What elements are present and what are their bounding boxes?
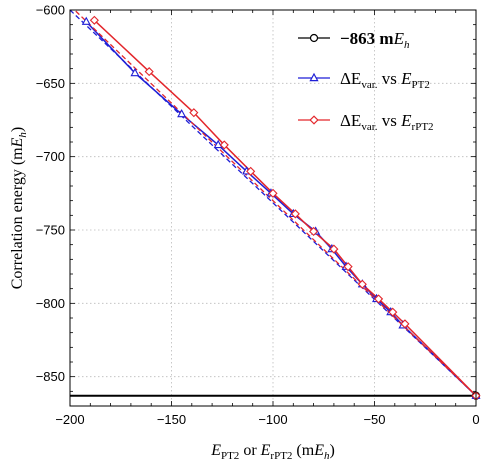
series-1-point-3 <box>219 140 229 150</box>
series-1-point-4 <box>246 166 256 176</box>
legend-marker-pt2 <box>309 72 319 82</box>
y-tick-label-1: −800 <box>36 296 65 311</box>
legend-entry-rpt2: ΔEvar. vs ErPT2 <box>298 111 434 133</box>
series-0-point-1 <box>130 67 140 77</box>
series-1-point-0 <box>89 15 99 25</box>
series-1-point-8 <box>329 244 339 254</box>
ticks: −200 −150 −100 −50 0 −850 −800 −750 −700 −650 −600 <box>36 3 480 428</box>
series-1-point-5 <box>268 188 278 198</box>
series-1-point-6 <box>290 209 300 219</box>
y-tick-label-5: −600 <box>36 3 65 18</box>
series-1-point-7 <box>309 226 319 237</box>
y-tick-label-4: −650 <box>36 76 65 91</box>
legend: −863 mEh ΔEvar. vs EPT2 ΔEvar. vs ErPT2 <box>298 29 434 133</box>
series-0-point-0 <box>81 16 91 25</box>
plot-markers <box>81 15 481 401</box>
legend-entry-reference: −863 mEh <box>298 29 410 51</box>
legend-marker-reference <box>309 33 319 43</box>
series-0-point-2 <box>177 108 187 118</box>
plot-lines <box>70 10 476 397</box>
series-1-line <box>93 19 476 397</box>
x-tick-label-3: −50 <box>363 412 385 427</box>
legend-label-rpt2: ΔEvar. vs ErPT2 <box>340 111 434 133</box>
series-1-fit-line <box>73 10 476 397</box>
series-1-point-10 <box>357 279 367 289</box>
legend-entry-pt2: ΔEvar. vs EPT2 <box>298 69 430 91</box>
y-tick-label-0: −850 <box>36 369 65 384</box>
series-1-point-12 <box>388 307 398 317</box>
y-tick-label-2: −750 <box>36 223 65 238</box>
legend-label-reference: −863 mEh <box>340 29 410 51</box>
series-1-point-11 <box>373 294 384 304</box>
y-axis-title: Correlation energy (mEh) <box>9 127 29 290</box>
legend-label-pt2: ΔEvar. vs EPT2 <box>340 69 430 91</box>
series-1-point-2 <box>189 108 199 118</box>
series-0-point-3 <box>213 139 223 149</box>
x-tick-label-2: −100 <box>258 412 287 427</box>
x-tick-label-0: −200 <box>55 412 84 427</box>
legend-marker-rpt2 <box>309 115 319 125</box>
y-tick-label-3: −700 <box>36 149 65 164</box>
series-1-point-9 <box>343 262 353 272</box>
x-axis-title: EPT2 or ErPT2 (mEh) <box>210 442 335 462</box>
series-1-point-13 <box>400 319 410 329</box>
x-tick-label-4: 0 <box>472 412 479 427</box>
series-1-point-1 <box>144 67 154 77</box>
x-tick-label-1: −150 <box>157 412 186 427</box>
